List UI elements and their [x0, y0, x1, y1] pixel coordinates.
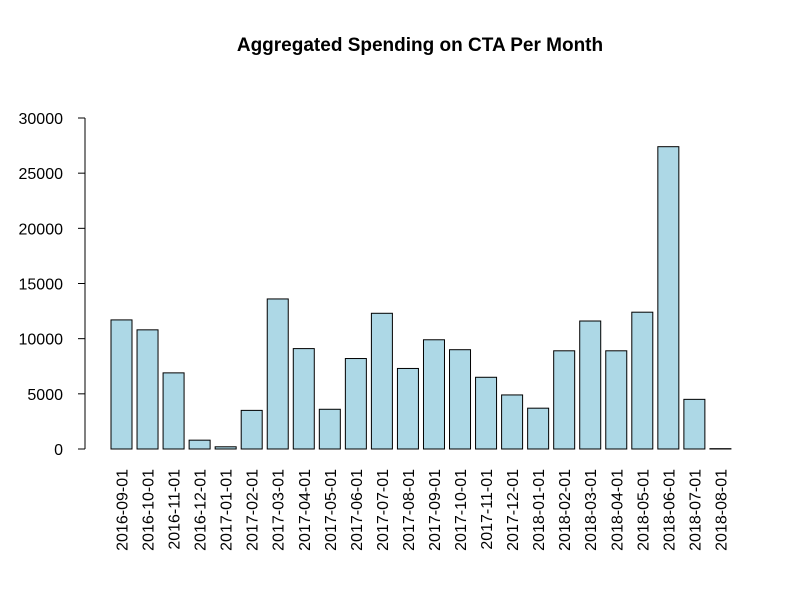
- x-tick-label: 2017-03-01: [271, 469, 288, 551]
- x-axis-labels: 2016-09-01 2016-10-01 2016-11-01 2016-12-01…: [115, 469, 731, 551]
- x-tick-label: 2017-07-01: [375, 469, 392, 551]
- bar-2018-03-01: [579, 320, 602, 450]
- bar-2018-01-01: [527, 407, 550, 450]
- bars-group: [110, 146, 732, 450]
- chart-title: Aggregated Spending on CTA Per Month: [237, 35, 603, 56]
- x-tick-label: 2017-10-01: [453, 469, 470, 551]
- x-tick-label: 2017-06-01: [349, 469, 366, 551]
- bar-2017-07-01: [370, 312, 393, 450]
- y-tick-label: 20000: [19, 221, 64, 238]
- y-axis: 0 5000 10000 15000 20000 25000 30000: [19, 111, 86, 459]
- bar-2017-11-01: [475, 376, 498, 450]
- bar-2017-01-01: [214, 446, 237, 450]
- bar-2017-08-01: [396, 367, 419, 450]
- y-tick-label: 5000: [27, 387, 63, 404]
- bar-2016-11-01: [162, 372, 185, 450]
- y-tick-label: 25000: [19, 166, 64, 183]
- x-tick-label: 2016-12-01: [193, 469, 210, 551]
- x-tick-label: 2017-01-01: [219, 469, 236, 551]
- bar-2017-03-01: [266, 298, 289, 450]
- bar-2018-06-01: [657, 146, 680, 450]
- x-tick-label: 2018-05-01: [635, 469, 652, 551]
- y-tick-label: 10000: [19, 332, 64, 349]
- x-tick-label: 2018-03-01: [583, 469, 600, 551]
- y-tick-label: 30000: [19, 111, 64, 128]
- bar-2018-02-01: [553, 350, 576, 450]
- x-tick-label: 2016-09-01: [115, 469, 132, 551]
- bar-2018-04-01: [605, 350, 628, 450]
- bar-2016-12-01: [188, 439, 211, 450]
- x-tick-label: 2017-09-01: [427, 469, 444, 551]
- x-tick-label: 2018-02-01: [557, 469, 574, 551]
- bar-2017-06-01: [344, 358, 367, 450]
- x-tick-label: 2016-10-01: [141, 469, 158, 551]
- x-tick-label: 2016-11-01: [167, 469, 184, 550]
- x-tick-label: 2017-12-01: [505, 469, 522, 551]
- bar-2017-10-01: [449, 349, 472, 450]
- bar-2016-10-01: [136, 329, 159, 450]
- x-tick-label: 2018-06-01: [661, 469, 678, 551]
- bar-2017-02-01: [240, 409, 263, 450]
- x-tick-label: 2017-11-01: [479, 469, 496, 550]
- bar-2018-07-01: [683, 398, 706, 450]
- x-tick-label: 2017-08-01: [401, 469, 418, 551]
- x-tick-label: 2017-02-01: [245, 469, 262, 551]
- x-tick-label: 2018-08-01: [713, 469, 730, 551]
- bar-2017-12-01: [501, 394, 524, 450]
- x-tick-label: 2018-07-01: [687, 469, 704, 551]
- bar-2017-09-01: [422, 339, 445, 450]
- x-tick-label: 2018-04-01: [609, 469, 626, 551]
- y-tick-label: 15000: [19, 277, 64, 294]
- x-tick-label: 2017-05-01: [323, 469, 340, 551]
- y-tick-label: 0: [54, 442, 63, 459]
- x-tick-label: 2017-04-01: [297, 469, 314, 551]
- bar-2017-04-01: [292, 348, 315, 450]
- x-tick-label: 2018-01-01: [531, 469, 548, 551]
- bar-2017-05-01: [318, 408, 341, 450]
- bar-2018-05-01: [631, 311, 654, 450]
- bar-2016-09-01: [110, 319, 133, 450]
